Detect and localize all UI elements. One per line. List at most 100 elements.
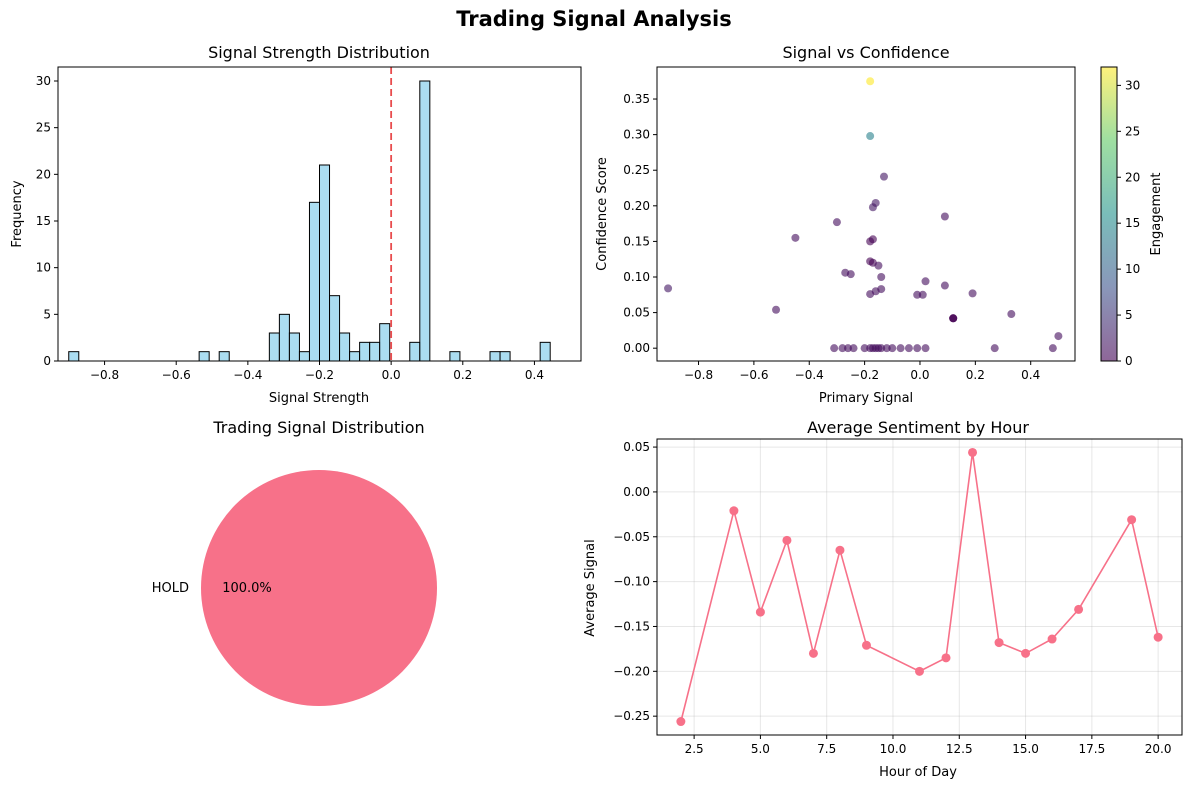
sentiment-marker (861, 640, 871, 650)
line-panel: Average Sentiment by Hour 2.5 5.0 7.5 10.0 1… (583, 418, 1183, 780)
line-axes: 2.5 5.0 7.5 10.0 12.5 15.0 17.5 20.0 −0.25 −0.20 −… (613, 440, 1171, 756)
colorbar-tick-label: 25 (1125, 124, 1140, 138)
histogram-bar (339, 332, 351, 362)
pie-slice-hold (201, 470, 437, 706)
scatter-point (866, 77, 875, 86)
scatter-xtick-label: −0.4 (795, 368, 824, 382)
histogram-xtick-label: 0.4 (525, 368, 544, 382)
scatter-point (772, 305, 781, 314)
scatter-ylabel: Confidence Score (595, 157, 610, 271)
scatter-xtick-label: 0.2 (966, 368, 985, 382)
scatter-point (849, 344, 858, 353)
scatter-point (1054, 332, 1063, 341)
sentiment-marker (808, 648, 818, 658)
histogram-bar (268, 332, 280, 362)
histogram-xtick-label: 0.0 (382, 368, 401, 382)
scatter-point (866, 237, 875, 246)
scatter-point (868, 203, 877, 212)
colorbar-tick-label: 0 (1125, 354, 1133, 368)
scatter-xtick-label: 0.0 (910, 368, 929, 382)
sentiment-marker (1047, 634, 1057, 644)
colorbar-ticks: 0 5 10 15 20 25 30 (1117, 78, 1140, 368)
scatter-point (904, 344, 913, 353)
histogram-ytick-label: 15 (36, 214, 51, 228)
scatter-ytick-label: 0.30 (623, 128, 650, 142)
scatter-point (888, 344, 897, 353)
scatter-panel: Signal vs Confidence −0.8 −0.6 −0.4 −0.2 0.0… (595, 43, 1164, 406)
histogram-xlabel: Signal Strength (269, 391, 369, 406)
scatter-point (940, 281, 949, 290)
scatter-point (866, 290, 875, 299)
histogram-title: Signal Strength Distribution (208, 43, 430, 62)
scatter-ytick-label: 0.25 (623, 163, 650, 177)
pie-pct-hold: 100.0% (222, 581, 272, 596)
colorbar-tick-label: 30 (1125, 78, 1140, 92)
histogram-bar (68, 351, 80, 362)
sentiment-line (680, 452, 1159, 722)
scatter-point (949, 314, 958, 323)
scatter-point (921, 277, 930, 286)
colorbar-tick-label: 10 (1125, 262, 1140, 276)
scatter-frame (656, 66, 1076, 362)
scatter-point (860, 344, 869, 353)
scatter-point (921, 344, 930, 353)
line-xtick-label: 7.5 (817, 742, 836, 756)
line-ytick-label: −0.15 (613, 619, 650, 633)
line-xtick-label: 15.0 (1012, 742, 1039, 756)
histogram-ytick-label: 20 (36, 167, 51, 181)
histogram-bar (308, 201, 320, 362)
scatter-ytick-label: 0.00 (623, 341, 650, 355)
colorbar-tick-label: 15 (1125, 216, 1140, 230)
histogram-bar (359, 341, 371, 362)
sentiment-marker (755, 607, 765, 617)
scatter-point (940, 212, 949, 221)
sentiment-marker (729, 506, 739, 516)
histogram-bar (218, 351, 230, 362)
scatter-point (990, 344, 999, 353)
scatter-xtick-label: −0.8 (684, 368, 713, 382)
scatter-point (913, 290, 922, 299)
histogram-xtick-label: −0.6 (162, 368, 191, 382)
sentiment-marker (994, 638, 1004, 648)
sentiment-marker (1074, 604, 1084, 614)
scatter-point (791, 233, 800, 242)
sentiment-marker (915, 666, 924, 676)
histogram-frame (57, 66, 582, 362)
line-title: Average Sentiment by Hour (807, 418, 1029, 437)
scatter-point (913, 344, 922, 353)
histogram-ytick-label: 10 (36, 261, 51, 275)
colorbar-tick-label: 20 (1125, 170, 1140, 184)
line-frame (656, 438, 1183, 736)
scatter-xtick-label: −0.2 (850, 368, 879, 382)
line-xlabel: Hour of Day (879, 765, 957, 780)
scatter-axes: −0.8 −0.6 −0.4 −0.2 0.0 0.2 0.4 0.00 0.05 0.10 0.1… (623, 92, 1040, 382)
scatter-point (1007, 310, 1016, 319)
scatter-ytick-label: 0.35 (623, 92, 650, 106)
line-xtick-label: 5.0 (751, 742, 770, 756)
histogram-xtick-label: −0.8 (90, 368, 119, 382)
histogram-bar (419, 80, 431, 362)
line-ytick-label: 0.05 (623, 440, 650, 454)
scatter-point (664, 284, 673, 293)
histogram-ytick-label: 5 (43, 307, 51, 321)
sentiment-marker (835, 545, 845, 555)
scatter-points (664, 77, 1063, 353)
scatter-ytick-label: 0.20 (623, 199, 650, 213)
line-grid (657, 439, 1182, 735)
histogram-bar (499, 351, 511, 362)
line-xtick-label: 20.0 (1145, 742, 1172, 756)
scatter-ytick-label: 0.10 (623, 270, 650, 284)
sentiment-marker (941, 653, 951, 663)
colorbar-tick-label: 5 (1125, 308, 1133, 322)
histogram-ytick-label: 30 (36, 74, 51, 88)
scatter-point (918, 290, 927, 299)
scatter-point (844, 344, 853, 353)
colorbar-label: Engagement (1149, 173, 1164, 256)
histogram-bar (298, 351, 310, 362)
histogram-ytick-label: 0 (43, 354, 51, 368)
scatter-point (968, 289, 977, 298)
scatter-xtick-label: −0.6 (739, 368, 768, 382)
scatter-xlabel: Primary Signal (819, 391, 913, 406)
histogram-bar (449, 351, 461, 362)
